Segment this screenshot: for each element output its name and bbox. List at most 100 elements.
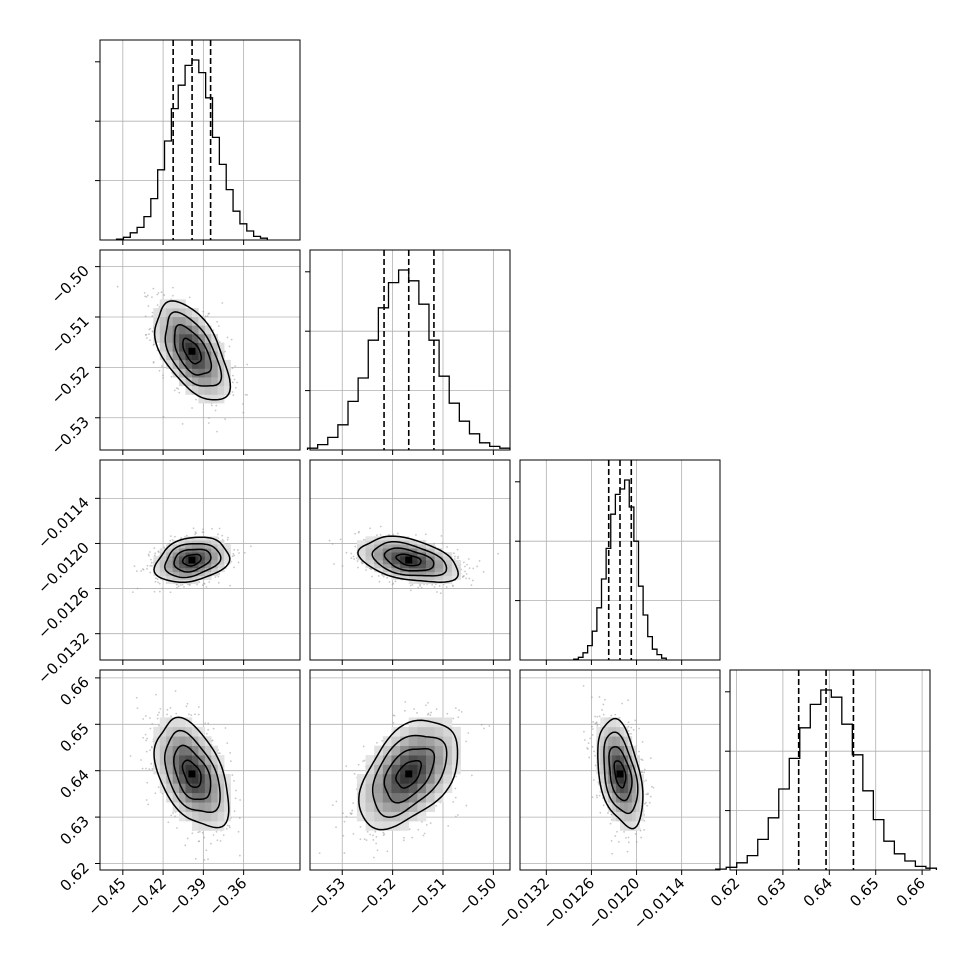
sample-point: [460, 711, 463, 713]
sample-point: [404, 701, 407, 703]
sample-point: [212, 329, 215, 332]
sample-point: [203, 858, 206, 861]
density-cell: [211, 792, 218, 803]
sample-point: [243, 551, 246, 554]
density-cell: [211, 811, 218, 822]
density-cell: [408, 571, 418, 577]
density-cell: [198, 544, 206, 549]
sample-point: [456, 557, 459, 560]
sample-point: [343, 852, 346, 854]
density-cell: [166, 556, 173, 561]
density-cell: [179, 755, 186, 765]
sample-point: [231, 774, 234, 776]
sample-point: [151, 565, 153, 567]
sample-point: [228, 824, 231, 827]
sample-point: [409, 589, 412, 592]
sample-point: [188, 713, 190, 716]
sample-point: [421, 821, 423, 823]
sample-point: [488, 725, 491, 727]
density-cell: [191, 764, 199, 775]
density-cell: [198, 377, 206, 387]
density-cell: [198, 571, 206, 577]
sample-point: [166, 708, 169, 711]
peak-marker: [188, 556, 196, 564]
sample-point: [440, 534, 443, 537]
density-cell: [365, 560, 375, 565]
sample-point: [156, 717, 159, 720]
sample-point: [226, 742, 229, 745]
density-cell: [179, 736, 186, 746]
sample-point: [465, 804, 468, 807]
density-cell: [365, 536, 375, 541]
density-cell: [211, 394, 218, 404]
density-cell: [179, 325, 186, 335]
sample-point: [365, 569, 368, 571]
density-cell: [159, 567, 167, 573]
sample-point: [464, 570, 466, 573]
density-cell: [204, 552, 212, 557]
panel-frame-2-1: [309, 459, 511, 661]
density-cell: [185, 575, 193, 581]
density-cell: [224, 560, 231, 565]
sample-point: [229, 584, 232, 587]
sample-point: [211, 527, 213, 530]
density-cell: [391, 567, 401, 573]
density-cell: [191, 755, 199, 765]
density-cell: [443, 575, 453, 581]
sample-point: [436, 591, 438, 593]
sample-point: [156, 304, 159, 306]
density-cell: [198, 745, 206, 756]
density-cell: [198, 773, 206, 784]
density-cell: [198, 567, 206, 573]
sample-point: [228, 826, 231, 829]
sample-point: [155, 693, 157, 696]
density-cell: [185, 783, 193, 794]
density-cell: [185, 811, 193, 822]
density-cell: [211, 333, 218, 343]
sample-point: [161, 587, 164, 590]
sample-point: [202, 310, 205, 313]
density-cell: [204, 385, 212, 395]
density-cell: [172, 575, 180, 581]
density-cell: [159, 560, 167, 565]
density-cell: [185, 308, 193, 318]
density-cell: [356, 556, 366, 561]
density-cell: [191, 333, 199, 343]
sample-point: [431, 584, 434, 586]
density-cell: [391, 571, 401, 577]
density-cell: [224, 556, 231, 561]
sample-point: [470, 774, 473, 777]
sample-point: [221, 302, 224, 304]
sample-point: [198, 840, 201, 843]
sample-point: [225, 827, 228, 830]
density-cell: [172, 783, 180, 794]
density-cell: [426, 548, 435, 553]
sample-point: [416, 712, 418, 714]
density-cell: [179, 316, 186, 326]
density-cell: [179, 811, 186, 822]
sample-point: [143, 291, 146, 294]
sample-point: [383, 833, 386, 835]
density-cell: [198, 394, 206, 404]
density-cell: [153, 325, 161, 335]
density-cell: [191, 544, 199, 549]
sample-point: [350, 557, 353, 559]
density-cell: [159, 764, 167, 775]
sample-point: [204, 315, 207, 318]
sample-point: [162, 374, 164, 377]
sample-point: [366, 830, 369, 833]
density-cell: [159, 717, 167, 728]
sample-point: [136, 707, 139, 710]
sample-point: [146, 564, 149, 567]
sample-point: [433, 542, 435, 545]
density-cell: [224, 377, 231, 387]
density-cell: [374, 567, 384, 573]
sample-point: [202, 531, 205, 534]
sample-point: [201, 831, 204, 834]
density-cell: [179, 745, 186, 756]
density-cell: [159, 308, 167, 318]
sample-point: [158, 711, 160, 714]
density-cell: [204, 377, 212, 387]
density-cell: [400, 571, 410, 577]
